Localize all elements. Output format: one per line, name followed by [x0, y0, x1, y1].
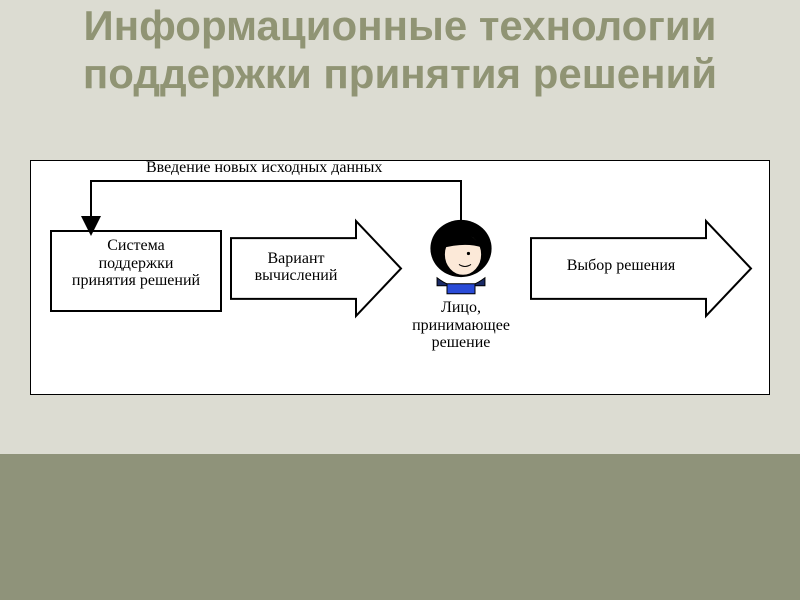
- arrow1-label: Вариантвычислений: [231, 250, 361, 285]
- arrow2-label: Выбор решения: [531, 257, 711, 275]
- system-box-label: Системаподдержкипринятия решений: [51, 237, 221, 290]
- slide-upper: Информационные технологии поддержки прин…: [0, 0, 800, 454]
- slide-title: Информационные технологии поддержки прин…: [0, 0, 800, 99]
- slide-lower: [0, 454, 800, 600]
- person-label: Лицо,принимающеерешение: [391, 299, 531, 352]
- diagram-container: Введение новых исходных данных Системапо…: [30, 160, 770, 395]
- feedback-label: Введение новых исходных данных: [146, 159, 382, 177]
